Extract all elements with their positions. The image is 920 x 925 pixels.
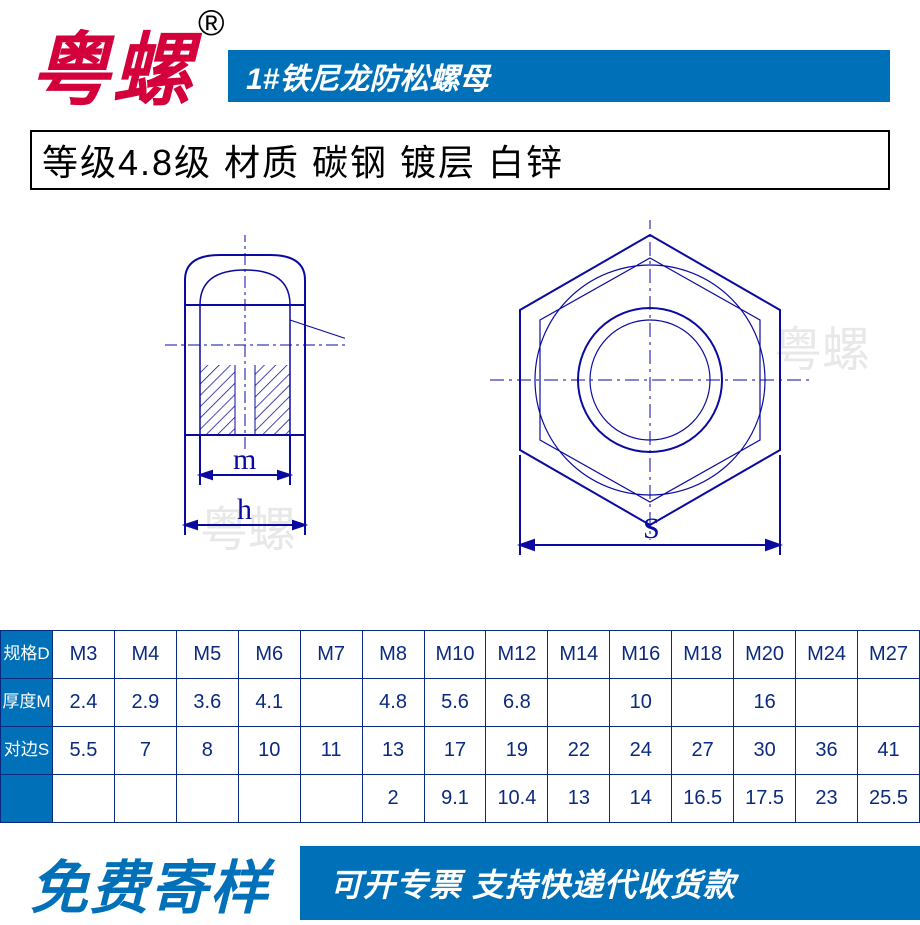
label-h: h bbox=[237, 493, 252, 526]
table-row-header: 规格D M3 M4 M5 M6 M7 M8 M10 M12 M14 M16 M1… bbox=[1, 631, 920, 679]
table-row: 厚度M 2.4 2.9 3.6 4.1 4.8 5.6 6.8 10 16 bbox=[1, 679, 920, 727]
footer-right-text: 可开专票 支持快递代收货款 bbox=[330, 860, 736, 906]
label-m: m bbox=[233, 443, 256, 476]
spec-table-area: 规格D M3 M4 M5 M6 M7 M8 M10 M12 M14 M16 M1… bbox=[0, 630, 920, 823]
diagram-area: 粤螺 粤螺 bbox=[30, 210, 890, 620]
footer-left: 免费寄样 bbox=[0, 846, 300, 920]
table-row: 2 9.1 10.4 13 14 16.5 17.5 23 25.5 bbox=[1, 775, 920, 823]
brand-text: 粤螺 bbox=[30, 6, 194, 122]
row-header bbox=[1, 775, 53, 823]
side-view-diagram: D m h bbox=[145, 235, 345, 575]
spec-text: 等级4.8级 材质 碳钢 镀层 白锌 bbox=[42, 134, 564, 186]
registered-mark: ® bbox=[198, 2, 225, 44]
title-bar: 1#铁尼龙防松螺母 bbox=[228, 50, 890, 102]
footer-bar: 免费寄样 可开专票 支持快递代收货款 bbox=[0, 846, 920, 920]
table-row: 对边S 5.5 7 8 10 11 13 17 19 22 24 27 30 3… bbox=[1, 727, 920, 775]
row-header: 对边S bbox=[1, 727, 53, 775]
top-view-diagram: S bbox=[485, 220, 815, 580]
row-header: 规格D bbox=[1, 631, 53, 679]
footer-left-text: 免费寄样 bbox=[30, 841, 270, 925]
spec-table: 规格D M3 M4 M5 M6 M7 M8 M10 M12 M14 M16 M1… bbox=[0, 630, 920, 823]
specification-box: 等级4.8级 材质 碳钢 镀层 白锌 bbox=[30, 130, 890, 190]
footer-right: 可开专票 支持快递代收货款 bbox=[300, 846, 920, 920]
brand-logo: 粤螺 ® bbox=[30, 6, 225, 122]
title-text: 1#铁尼龙防松螺母 bbox=[246, 54, 489, 98]
label-s: S bbox=[643, 512, 660, 545]
row-header: 厚度M bbox=[1, 679, 53, 727]
